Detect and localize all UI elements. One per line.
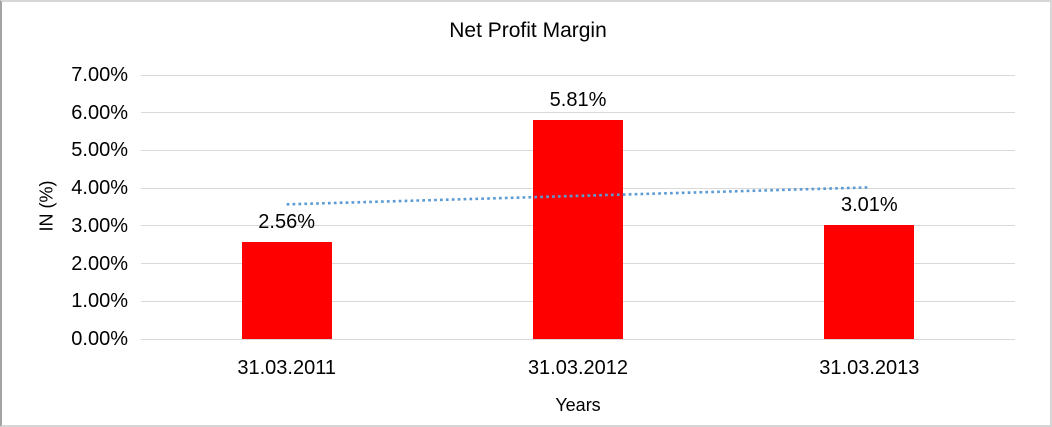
- bar-value-label: 3.01%: [840, 194, 898, 217]
- gridline-7.00%: [141, 74, 1015, 76]
- chart-title: Net Profit Margin: [449, 19, 607, 42]
- bar-31.03.2011: [241, 242, 332, 339]
- x-tick-label: 31.03.2013: [819, 357, 920, 379]
- y-tick-label: 1.00%: [71, 290, 128, 313]
- y-tick-label: 6.00%: [71, 101, 128, 124]
- y-tick-label: 4.00%: [71, 177, 128, 200]
- x-tick-label: 31.03.2012: [527, 357, 629, 379]
- y-tick-label: 5.00%: [71, 139, 128, 162]
- trendline-layer: [286, 186, 870, 206]
- x-tick-label: 31.03.2011: [237, 357, 336, 379]
- y-tick-label: 0.00%: [71, 328, 128, 350]
- y-tick-label: 2.00%: [71, 252, 128, 275]
- bar-31.03.2013: [824, 225, 915, 339]
- bar-value-label: 5.81%: [549, 88, 607, 111]
- y-tick-label: 7.00%: [71, 64, 128, 86]
- x-axis-title: Years: [555, 395, 601, 415]
- gridline-6.00%: [141, 112, 1015, 114]
- y-tick-label: 3.00%: [71, 214, 128, 237]
- bar-31.03.2012: [533, 119, 623, 339]
- gridline-0.00%: [141, 338, 1015, 340]
- linear-trendline: [286, 186, 870, 206]
- bar-value-label: 2.56%: [258, 211, 316, 234]
